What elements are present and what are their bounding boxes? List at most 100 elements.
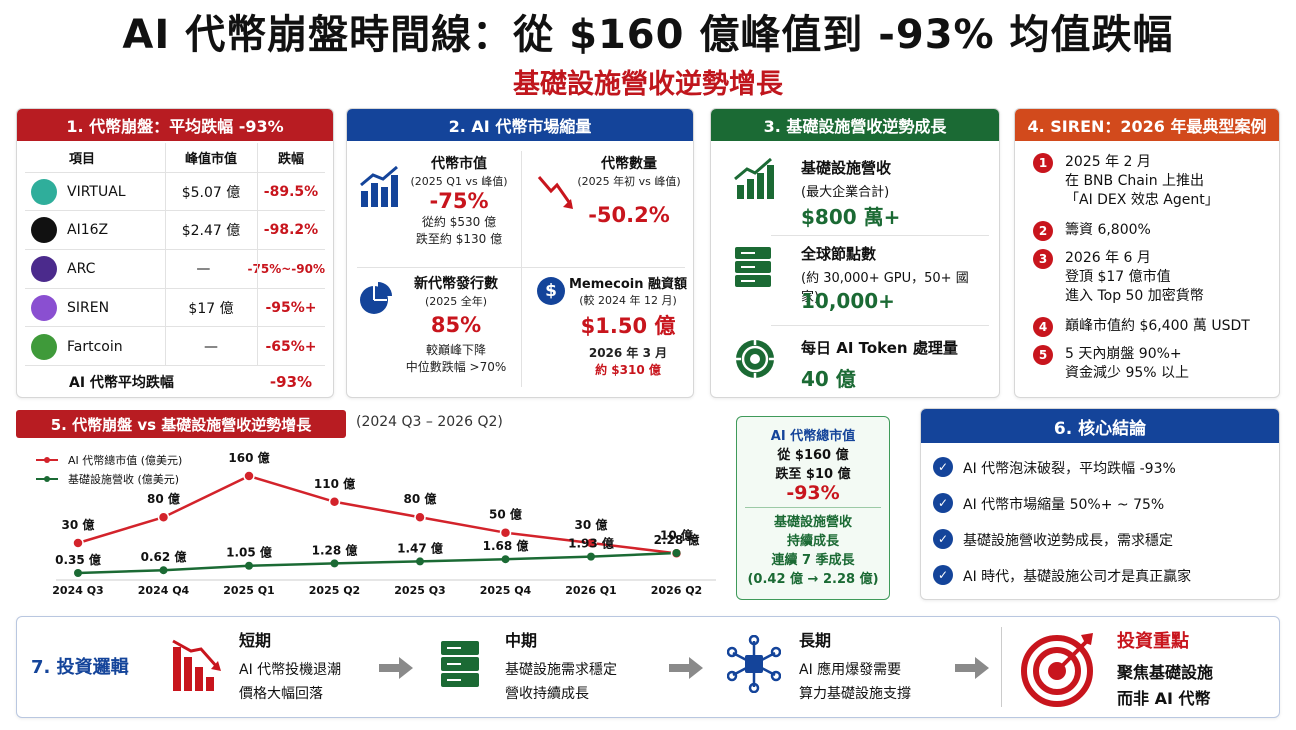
mid-term-heading: 中期 — [505, 631, 538, 650]
check-icon: ✓ — [933, 493, 953, 513]
x-tick-label: 2025 Q2 — [309, 584, 360, 597]
long-term-heading: 長期 — [799, 631, 832, 650]
callout-line2: 從 $160 億 — [777, 448, 849, 463]
col-header-drop: 跌幅 — [277, 152, 304, 167]
data-label-infra-revenue: 0.35 億 — [55, 552, 101, 567]
coin-name: AI16Z — [67, 222, 109, 239]
series-line-infra-revenue — [77, 551, 677, 575]
x-tick-label: 2025 Q4 — [480, 584, 532, 597]
legend-marker — [44, 476, 50, 482]
siren-step-line: 進入 Top 50 加密貨幣 — [1065, 288, 1204, 304]
data-label-token-cap: 30 億 — [62, 517, 95, 532]
data-label-token-cap: 80 億 — [404, 491, 437, 506]
data-point-token-cap — [157, 511, 170, 523]
table-row: AI16Z $2.47 億 -98.2% — [25, 212, 325, 250]
data-point-token-cap — [243, 470, 255, 482]
mid-term-line2: 營收持續成長 — [505, 686, 589, 702]
step-number-badge: 1 — [1033, 153, 1053, 173]
callout-box: AI 代幣總市值 從 $160 億 跌至 $10 億 -93% 基礎設施營收 持… — [736, 416, 890, 600]
col-header-peak: 峰值市值 — [184, 152, 237, 167]
callout-line6: 連續 7 季成長 — [771, 553, 855, 568]
infra-revenue-value: $800 萬+ — [801, 205, 901, 229]
siren-step: 5 天內崩盤 90%+ 資金減少 95% 以上 — [1065, 345, 1189, 383]
chart-range: (2024 Q3 – 2026 Q2) — [356, 414, 503, 430]
coin-peak: $5.07 億 — [181, 184, 241, 201]
q3-value: 85% — [430, 313, 482, 337]
table-row: SIREN $17 億 -95%+ — [25, 289, 325, 328]
data-label-infra-revenue: 1.68 億 — [483, 538, 529, 553]
line-chart: AI 代幣總市值 (億美元) 基礎設施營收 (億美元) 30 億 0.35 億 2024… — [36, 450, 716, 597]
siren-step-line: 籌資 6,800% — [1065, 222, 1151, 238]
siren-logo-icon — [31, 294, 57, 321]
avg-value: -93% — [269, 373, 313, 391]
data-point-token-cap — [585, 537, 597, 549]
siren-step-line: 5 天內崩盤 90%+ — [1065, 346, 1182, 362]
siren-step-line: 「AI DEX 效忠 Agent」 — [1065, 192, 1219, 208]
callout-big: -93% — [786, 482, 840, 504]
focus-line1: 聚焦基礎設施 — [1117, 663, 1214, 682]
callout-line4: 基礎設施營收 — [773, 515, 852, 530]
conclusion-item: AI 時代，基礎設施公司才是真正贏家 — [963, 569, 1192, 585]
step-number-badge: 3 — [1033, 249, 1053, 269]
infra-item-revenue: 基礎設施營收 (最大企業合計) $800 萬+ — [731, 151, 985, 229]
coin-drop: -89.5% — [263, 183, 319, 200]
check-icon: ✓ — [933, 457, 953, 477]
data-point-token-cap — [72, 537, 84, 549]
legend-label: 基礎設施營收 (億美元) — [68, 472, 179, 486]
col-header-item: 項目 — [69, 152, 96, 167]
avg-label: AI 代幣平均跌幅 — [69, 375, 174, 391]
panel-infra-growth: 3. 基礎設施營收逆勢成長 基礎設施營收 (最大企業合計) $800 萬+ 全球… — [710, 108, 1000, 398]
data-point-token-cap — [328, 496, 341, 508]
data-label-infra-revenue: 1.47 億 — [397, 540, 443, 555]
x-tick-label: 2025 Q3 — [394, 584, 445, 597]
callout-line7: (0.42 億 → 2.28 億) — [747, 572, 879, 587]
mid-term-line1: 基礎設施需求穩定 — [505, 662, 617, 678]
infra-tokens-label: 每日 AI Token 處理量 — [801, 339, 958, 357]
data-point-infra-revenue — [159, 566, 168, 575]
x-tick-label: 2025 Q1 — [223, 584, 274, 597]
investment-title: 7. 投資邏輯 — [31, 657, 129, 678]
q3-sub: (2025 全年) — [424, 295, 488, 308]
short-term-line1: AI 代幣投機退潮 — [239, 662, 342, 678]
legend-marker — [44, 457, 50, 463]
q3-label: 新代幣發行數 — [414, 276, 498, 292]
coin-drop: -95%+ — [265, 299, 317, 316]
ai16z-logo-icon — [31, 217, 57, 244]
siren-step: 巔峰市值約 $6,400 萬 USDT — [1065, 317, 1250, 336]
infra-revenue-sub: (最大企業合計) — [801, 185, 890, 200]
arc-logo-icon — [31, 256, 57, 283]
q4-label: Memecoin 融資額 — [569, 277, 687, 292]
data-label-token-cap: 110 億 — [314, 476, 355, 491]
arrow-right-icon — [379, 657, 413, 679]
data-label-infra-revenue: 2.28 億 — [654, 532, 700, 547]
page-title: AI 代幣崩盤時間線：從 $160 億峰值到 -93% 均值跌幅 — [122, 12, 1174, 58]
data-label-token-cap: 30 億 — [575, 517, 608, 532]
target-chip-icon — [735, 339, 775, 379]
q4-note2: 約 $310 億 — [595, 363, 661, 377]
panel-token-crash-title: 1. 代幣崩盤：平均跌幅 -93% — [17, 109, 333, 141]
siren-step-line: 登頂 $17 億市值 — [1065, 269, 1171, 285]
siren-step-line: 巔峰市值約 $6,400 萬 USDT — [1065, 318, 1250, 334]
falling-bars-icon — [172, 639, 221, 691]
panel-conclusion-title: 6. 核心結論 — [921, 409, 1279, 443]
x-tick-label: 2024 Q3 — [52, 584, 103, 597]
siren-step-line: 2025 年 2 月 — [1065, 154, 1151, 170]
dollar-coin-icon: $ — [537, 277, 565, 305]
step-number-badge: 5 — [1033, 345, 1053, 365]
panel-token-crash: 1. 代幣崩盤：平均跌幅 -93% 項目 峰值市值 跌幅 AI 代幣平均跌幅 -… — [16, 108, 334, 398]
data-label-token-cap: 50 億 — [489, 507, 522, 522]
chart-title: 5. 代幣崩盤 vs 基礎設施營收逆勢增長 — [16, 410, 346, 438]
data-point-infra-revenue — [416, 557, 424, 566]
infra-tokens-value: 40 億 — [801, 367, 856, 391]
data-label-infra-revenue: 1.28 億 — [312, 542, 358, 557]
infra-item-tokens: 每日 AI Token 處理量 40 億 — [731, 331, 985, 409]
data-point-token-cap — [414, 511, 426, 523]
panel-siren-case-title: 4. SIREN：2026 年最典型案例 — [1015, 109, 1279, 141]
data-label-token-cap: 160 億 — [228, 450, 269, 465]
coin-name: VIRTUAL — [67, 183, 126, 200]
long-term-line2: 算力基礎設施支撐 — [799, 686, 911, 702]
q1-value: -75% — [429, 189, 489, 213]
bar-growth-icon — [360, 165, 398, 207]
server-stack-icon — [441, 641, 479, 687]
x-tick-label: 2026 Q1 — [565, 584, 616, 597]
